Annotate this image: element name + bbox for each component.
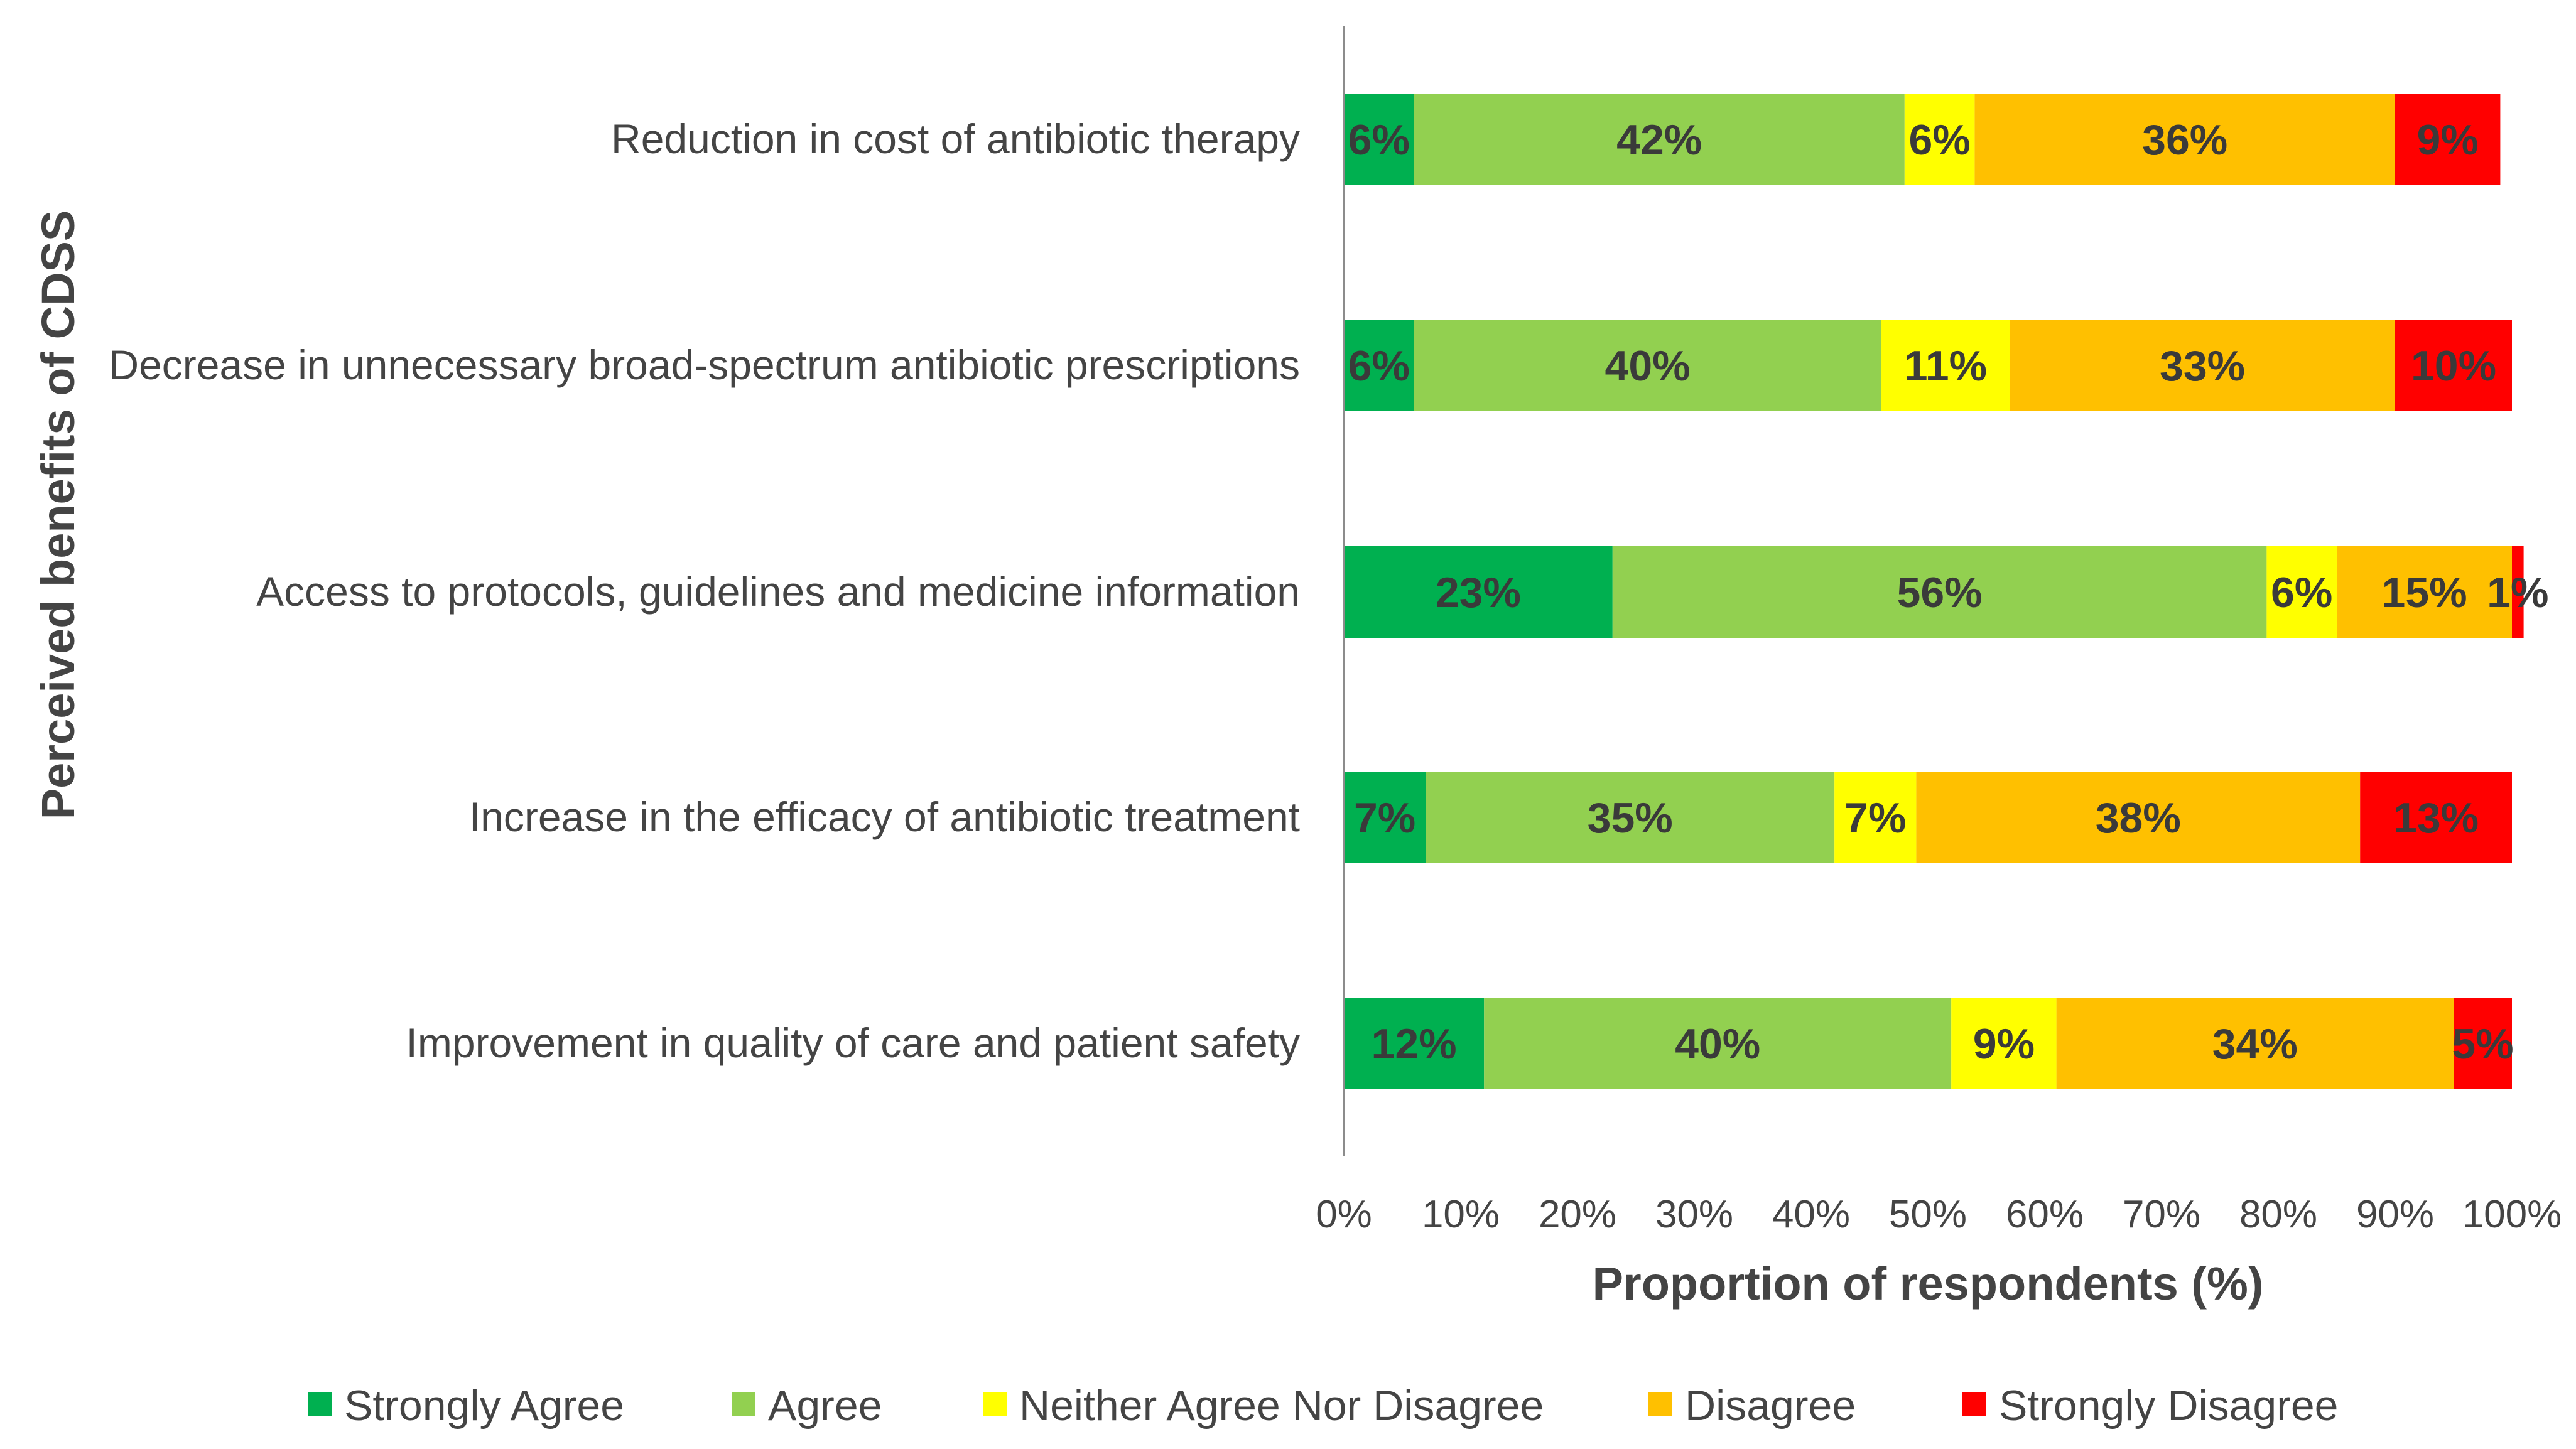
data-label: 6% [2271, 569, 2332, 617]
data-label: 9% [1973, 1020, 2035, 1068]
category-label: Access to protocols, guidelines and medi… [256, 568, 1300, 615]
bars-layer: 6% 42% 6% 36% 9% 6% 40% 11% 33% 10% 23% 56% 6% 15% 1% 7… [1344, 94, 2548, 1089]
data-label: 1% [2487, 569, 2548, 617]
legend-label: Strongly Disagree [1999, 1382, 2338, 1430]
bar-segment [1904, 94, 1975, 185]
bar-segment [1344, 94, 1414, 185]
x-tick-label: 70% [2123, 1193, 2200, 1236]
data-label: 9% [2417, 116, 2479, 164]
bar-segment [1414, 94, 1905, 185]
data-label: 5% [2452, 1020, 2513, 1068]
legend-item: Disagree [1648, 1382, 1856, 1430]
legend-swatch [308, 1392, 332, 1416]
data-label: 42% [1616, 116, 1702, 164]
y-axis-title: Perceived benefits of CDSS [32, 210, 84, 820]
category-label: Reduction in cost of antibiotic therapy [611, 116, 1300, 162]
bar-segment [2266, 546, 2337, 638]
bar-segment [1951, 998, 2057, 1089]
x-tick-label: 60% [2006, 1193, 2084, 1236]
data-label: 56% [1897, 569, 1983, 617]
bar-segment [2010, 320, 2395, 411]
x-tick-label: 100% [2462, 1193, 2562, 1236]
legend-label: Agree [768, 1382, 882, 1430]
bar-segment [1344, 546, 1613, 638]
bar-segment [2512, 546, 2524, 638]
data-label: 15% [2381, 569, 2467, 617]
bar-segment [1344, 998, 1485, 1089]
bar-segment [1881, 320, 2010, 411]
data-label: 38% [2096, 794, 2181, 842]
data-label: 11% [1904, 342, 1987, 390]
data-label: 7% [1844, 794, 1906, 842]
x-tick-labels: 0% 10% 20% 30% 40% 50% 60% 70% 80% 90% 100% [1316, 1193, 2562, 1236]
legend-item: Strongly Disagree [1962, 1382, 2338, 1430]
x-tick-label: 20% [1539, 1193, 1616, 1236]
x-tick-label: 10% [1422, 1193, 1500, 1236]
x-tick-label: 80% [2239, 1193, 2317, 1236]
data-label: 40% [1675, 1020, 1760, 1068]
bar-segment [2395, 94, 2501, 185]
bar-segment [1916, 772, 2361, 863]
legend-label: Strongly Agree [344, 1382, 624, 1430]
data-label: 6% [1908, 116, 1970, 164]
bar-segment [1612, 546, 2267, 638]
bar-segment [1344, 320, 1414, 411]
x-axis-title: Proportion of respondents (%) [1593, 1258, 2264, 1310]
bar-segment [2395, 320, 2512, 411]
bar-segment [1484, 998, 1952, 1089]
bar-segment [1344, 772, 1426, 863]
data-label: 13% [2393, 794, 2479, 842]
bar-segment [2454, 998, 2512, 1089]
bar-segment [2360, 772, 2512, 863]
bar-segment [1974, 94, 2395, 185]
data-label: 7% [1354, 794, 1415, 842]
category-labels: Reduction in cost of antibiotic therapy D… [109, 116, 1300, 1066]
category-label: Decrease in unnecessary broad-spectrum a… [109, 342, 1300, 388]
legend-label: Neither Agree Nor Disagree [1019, 1382, 1544, 1430]
x-tick-label: 30% [1655, 1193, 1733, 1236]
data-label: 6% [1348, 116, 1410, 164]
bar-segment [2337, 546, 2512, 638]
data-label: 36% [2142, 116, 2227, 164]
category-label: Increase in the efficacy of antibiotic t… [469, 794, 1300, 840]
data-label: 6% [1348, 342, 1410, 390]
data-label: 34% [2212, 1020, 2298, 1068]
bar-segment [1426, 772, 1835, 863]
x-tick-label: 90% [2356, 1193, 2434, 1236]
bar-segment [1414, 320, 1881, 411]
x-tick-label: 0% [1316, 1193, 1372, 1236]
legend-item: Agree [732, 1382, 882, 1430]
legend-swatch [1648, 1392, 1672, 1416]
data-label: 23% [1436, 569, 1521, 617]
data-label: 10% [2411, 342, 2496, 390]
data-label: 33% [2160, 342, 2245, 390]
legend-item: Neither Agree Nor Disagree [983, 1382, 1544, 1430]
data-label: 35% [1588, 794, 1673, 842]
legend: Strongly Agree Agree Neither Agree Nor Dis… [308, 1382, 2338, 1430]
data-label: 12% [1372, 1020, 1457, 1068]
legend-item: Strongly Agree [308, 1382, 624, 1430]
legend-swatch [983, 1392, 1007, 1416]
legend-label: Disagree [1685, 1382, 1856, 1430]
data-label: 40% [1605, 342, 1691, 390]
legend-swatch [1962, 1392, 1986, 1416]
legend-swatch [732, 1392, 755, 1416]
category-label: Improvement in quality of care and patie… [406, 1020, 1300, 1066]
bar-segment [2056, 998, 2454, 1089]
x-tick-label: 40% [1772, 1193, 1850, 1236]
bar-segment [1834, 772, 1917, 863]
x-tick-label: 50% [1889, 1193, 1967, 1236]
